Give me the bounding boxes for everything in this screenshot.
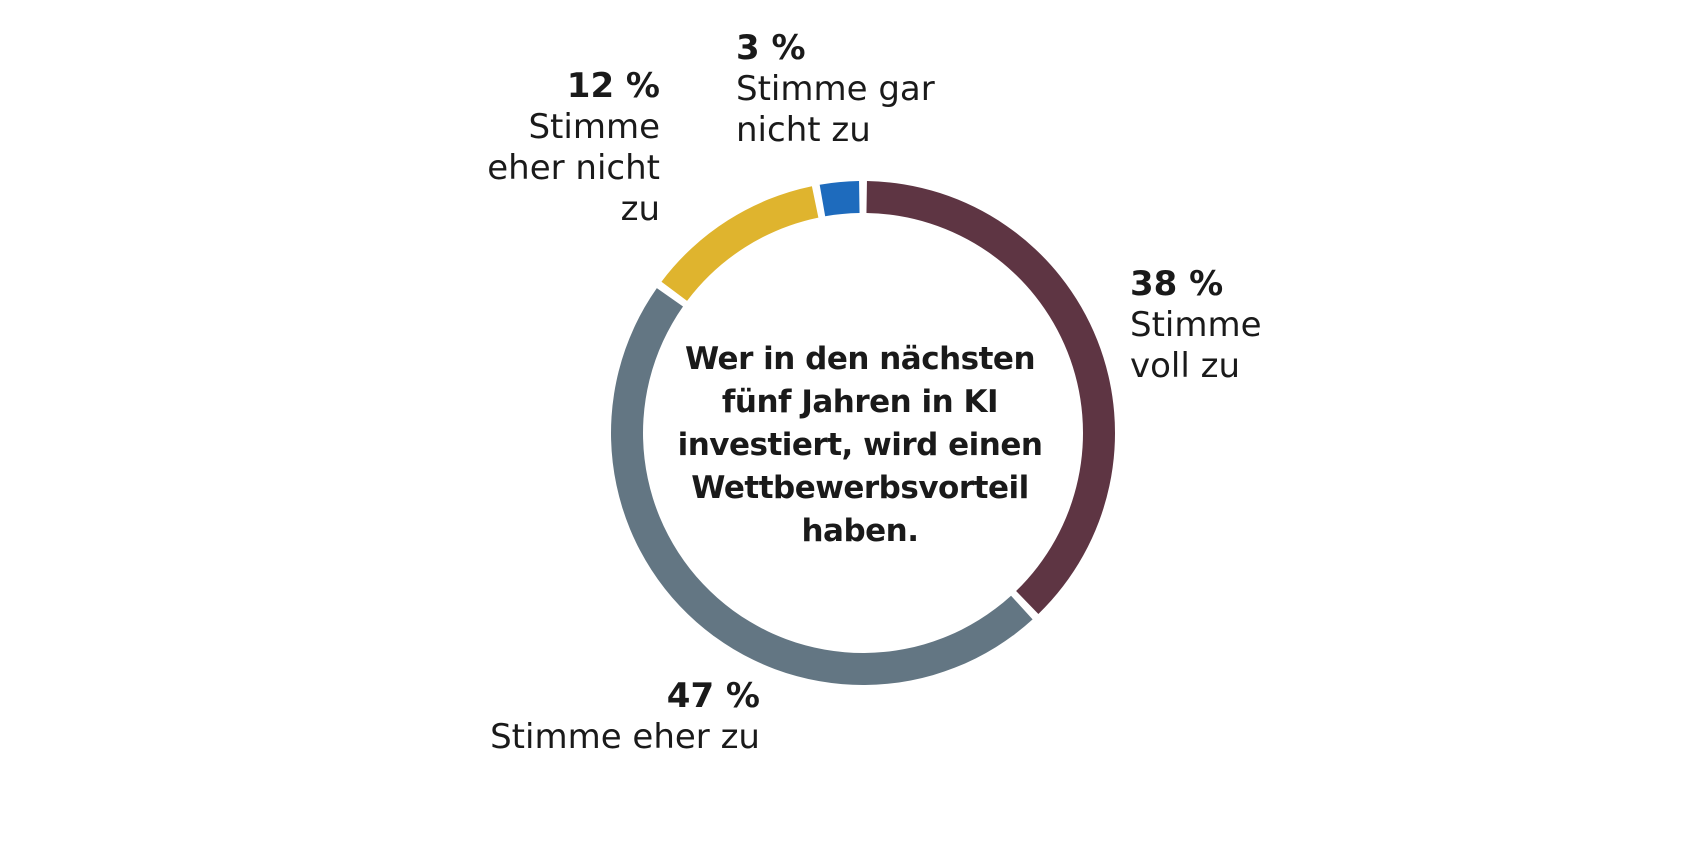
slice-percent: 38 %: [1130, 264, 1224, 304]
slice-percent: 3 %: [736, 28, 806, 68]
slice-label-stimme-eher-nicht-zu: 12 % Stimme eher nicht zu: [455, 66, 660, 230]
donut-slice-stimme-gar-nicht-zu: [819, 181, 860, 217]
slice-category: Stimme voll zu: [1130, 305, 1262, 386]
donut-slice-stimme-eher-nicht-zu: [661, 186, 819, 301]
slice-category: Stimme eher nicht zu: [487, 107, 660, 229]
slice-percent: 47 %: [666, 676, 760, 716]
slice-label-stimme-voll-zu: 38 % Stimme voll zu: [1130, 264, 1330, 387]
donut-slice-stimme-eher-zu: [611, 288, 1033, 685]
chart-title: Wer in den nächsten fünf Jahren in KI in…: [677, 341, 1043, 549]
slice-label-stimme-gar-nicht-zu: 3 % Stimme gar nicht zu: [736, 28, 976, 151]
slice-category: Stimme eher zu: [490, 717, 760, 757]
donut-slice-stimme-voll-zu: [866, 181, 1116, 614]
slice-percent: 12 %: [566, 66, 660, 106]
slice-label-stimme-eher-zu: 47 % Stimme eher zu: [430, 676, 760, 758]
slice-category: Stimme gar nicht zu: [736, 69, 935, 150]
